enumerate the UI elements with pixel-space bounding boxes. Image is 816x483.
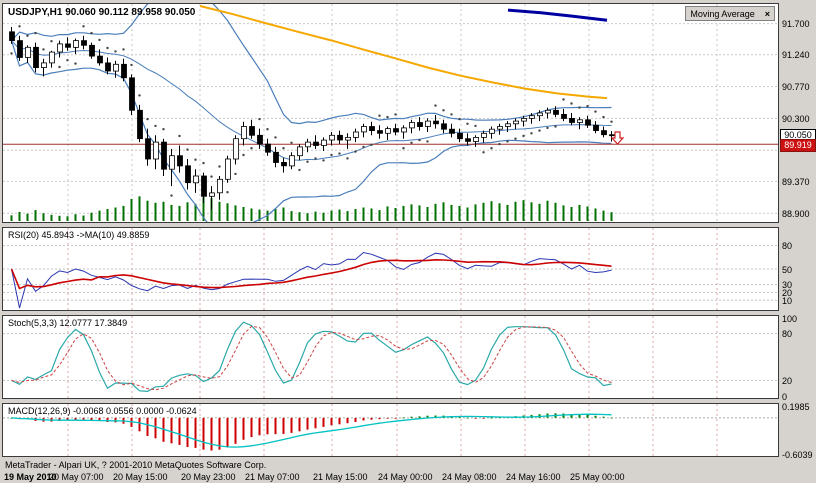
stoch-level-label: 80: [782, 329, 793, 340]
price-axis-label: 91.240: [782, 50, 810, 61]
main-chart-panel: USDJPY,H1 90.060 90.112 89.958 90.050 Mo…: [2, 3, 779, 223]
indicator-box-label: Moving Average: [690, 8, 755, 19]
macd-chart[interactable]: [3, 404, 778, 456]
time-axis[interactable]: 19 May 2010 20 May 07:00 20 May 15:00 20 Ma…: [2, 471, 779, 483]
time-axis-label: 24 May 08:00: [442, 472, 497, 482]
rsi-chart[interactable]: [3, 228, 778, 310]
rsi-title: RSI(20) 45.8943 ->MA(10) 49.8859: [8, 230, 150, 240]
stochastic-lines: [11, 321, 612, 393]
price-axis-label: 90.300: [782, 113, 810, 124]
indicator-box[interactable]: Moving Average ×: [685, 6, 775, 21]
price-axis-label: 91.700: [782, 19, 810, 30]
sell-arrow-icon: [610, 131, 625, 145]
rsi-level-label: 20: [782, 287, 793, 298]
stoch-level-label: 0: [782, 391, 788, 402]
rsi-level-label: 50: [782, 264, 793, 275]
macd-signal-line: [11, 413, 612, 448]
stochastic-chart[interactable]: [3, 316, 778, 398]
price-axis-label: 89.370: [782, 176, 810, 187]
rsi-panel: RSI(20) 45.8943 ->MA(10) 49.8859: [2, 227, 779, 311]
time-axis-label: 25 May 00:00: [570, 472, 625, 482]
indicator-close-icon[interactable]: ×: [764, 8, 770, 19]
stochastic-grid-layer: [3, 316, 778, 398]
rsi-level-label: 10: [782, 295, 793, 306]
macd-level-label: -0.6039: [782, 449, 813, 460]
bollinger-bands: [10, 4, 612, 222]
chart-ohlc-title: USDJPY,H1 90.060 90.112 89.958 90.050: [8, 7, 196, 18]
macd-panel: MACD(12,26,9) -0.0068 0.0556 0.0000 -0.0…: [2, 403, 779, 457]
macd-level-label: 0.1985: [782, 401, 810, 412]
rsi-level-label: 30: [782, 280, 793, 291]
volume-bars: [10, 196, 613, 221]
time-axis-label: 21 May 07:00: [245, 472, 300, 482]
macd-title: MACD(12,26,9) -0.0068 0.0556 0.0000 -0.0…: [8, 406, 197, 416]
parabolic-sar-dots: [10, 25, 613, 197]
rsi-lines: [10, 251, 612, 309]
rsi-level-label: 80: [782, 241, 793, 252]
price-axis[interactable]: 91.700 91.240 90.770 90.300 89.370 88.900 90.0…: [779, 0, 816, 460]
stochastic-title: Stoch(5,3,3) 12.0777 17.3849: [8, 318, 128, 328]
time-axis-label: 20 May 23:00: [181, 472, 236, 482]
stochastic-panel: Stoch(5,3,3) 12.0777 17.3849: [2, 315, 779, 399]
price-chart[interactable]: [3, 4, 778, 222]
time-axis-label: 24 May 00:00: [378, 472, 433, 482]
grid-layer: [3, 4, 778, 222]
price-axis-label: 90.770: [782, 82, 810, 93]
time-axis-label: 20 May 07:00: [49, 472, 104, 482]
time-axis-label: 24 May 16:00: [506, 472, 561, 482]
stoch-level-label: 20: [782, 375, 793, 386]
price-axis-label: 88.900: [782, 208, 810, 219]
stoch-level-label: 100: [782, 313, 798, 324]
time-axis-label: 20 May 15:00: [113, 472, 168, 482]
macd-histogram: [10, 413, 613, 451]
candles-layer: [9, 27, 615, 210]
moving-average-lines: [199, 5, 608, 100]
time-axis-label: 21 May 15:00: [313, 472, 368, 482]
rsi-grid-layer: [3, 228, 778, 310]
bid-price-tag: 89.919: [780, 139, 816, 153]
time-axis-label: 19 May 2010: [4, 472, 57, 482]
status-bar: MetaTrader - Alpari UK, ? 2001-2010 Meta…: [5, 460, 267, 470]
